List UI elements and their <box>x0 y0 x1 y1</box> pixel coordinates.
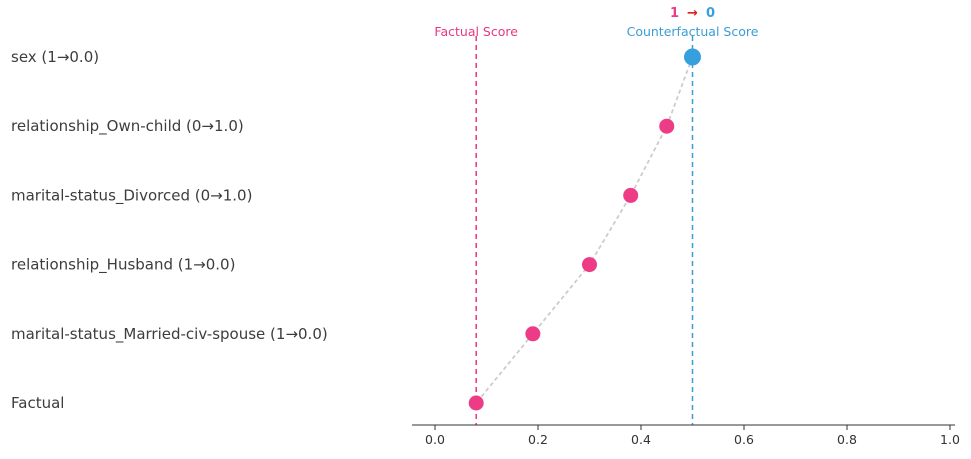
row-label: relationship_Husband (1→0.0) <box>11 256 235 275</box>
factual-data-point <box>659 118 675 134</box>
factual-data-point <box>623 187 639 203</box>
counterfactual-data-point <box>684 48 701 66</box>
transition-arrow-icon: → <box>687 6 698 21</box>
row-label: relationship_Own-child (0→1.0) <box>11 117 244 136</box>
transition-to-class: 0 <box>705 6 715 21</box>
counterfactual-score-label: Counterfactual Score <box>626 24 759 39</box>
transition-from-class: 1 <box>670 6 680 21</box>
x-tick-label: 0.2 <box>528 432 548 447</box>
connector-line <box>475 56 694 404</box>
x-tick-label: 0.6 <box>734 432 754 447</box>
x-tick-label: 0.0 <box>425 432 445 447</box>
x-tick-label: 0.8 <box>837 432 857 447</box>
x-tick-label: 1.0 <box>940 432 960 447</box>
row-label: sex (1→0.0) <box>11 48 99 66</box>
factual-data-point <box>525 326 541 342</box>
factual-data-point <box>468 395 484 411</box>
factual-data-point <box>582 257 597 273</box>
class-transition-label: 1 → 0 <box>666 6 719 21</box>
row-label: marital-status_Divorced (0→1.0) <box>11 186 252 205</box>
row-label: marital-status_Married-civ-spouse (1→0.0… <box>11 325 328 344</box>
factual-score-label: Factual Score <box>434 24 518 39</box>
row-label: Factual <box>11 394 64 412</box>
x-tick-label: 0.4 <box>631 432 651 447</box>
